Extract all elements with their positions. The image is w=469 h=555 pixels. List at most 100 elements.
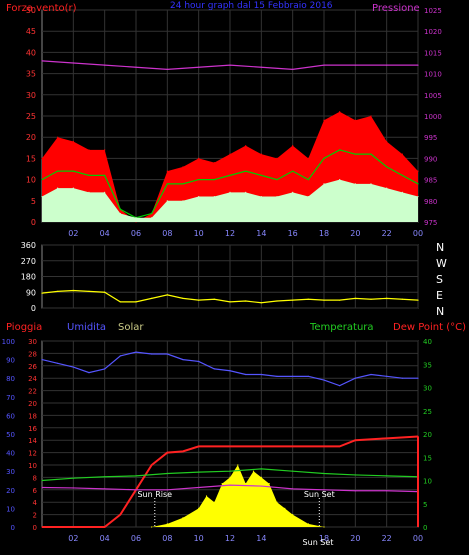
series-pioggia-point [104,526,106,528]
series-velocita-point [119,212,121,215]
x-tick-label: 02 [68,534,78,543]
series-media-point [151,212,153,215]
series-umidita-point [354,377,356,379]
series-solar-point [182,517,184,519]
series-temperatura-point [41,479,43,482]
y-humidity-tick-label: 0 [11,524,15,532]
y-tick-label: 0 [31,304,36,313]
series-media-point [213,179,215,181]
series-pressione-point [166,68,168,70]
series-media-point [88,174,90,176]
y-rain-tick-label: 26 [28,363,37,371]
series-media-point [41,179,43,181]
y-temp-tick-label: 0 [423,524,427,532]
compass-label: W [436,257,447,270]
series-velocita-point [72,187,74,189]
series-direzione-point [72,289,74,292]
series-direzione-point [119,301,121,303]
series-pioggia-point [339,445,341,447]
series-gust-point [72,140,74,143]
series-umidita-point [260,373,262,376]
x-tick-label: 22 [382,229,392,238]
compass-label: N [436,241,444,254]
series-pioggia-point [166,452,168,454]
series-velocita-point [88,191,90,193]
x-tick-label: 04 [100,229,110,238]
series-velocita-point [386,187,388,189]
series-velocita-point [307,195,309,198]
series-pressione-point [72,62,74,64]
series-temperatura-point [166,472,168,475]
x-tick-label: 08 [162,229,172,238]
y-right-tick-label: 1015 [424,49,442,57]
y-rain-tick-label: 24 [28,375,37,383]
series-direzione-point [213,298,215,300]
series-velocita-point [229,191,231,193]
series-media-point [323,157,325,159]
series-solar-point [260,476,262,478]
series-velocita-point [417,195,419,198]
series-direzione-point [229,301,231,303]
series-dewpoint-point [135,489,137,491]
series-umidita-point [245,373,247,376]
x-tick-label: 08 [162,534,172,543]
y-humidity-tick-label: 30 [6,468,15,476]
x-tick-label: 02 [68,229,78,238]
series-velocita-point [245,191,247,193]
series-pioggia-point [260,445,262,447]
x-tick-label: 06 [131,229,141,238]
y-rain-tick-label: 8 [33,474,37,482]
series-pioggia-point [386,437,388,439]
series-direzione-point [245,300,247,302]
label-umidita: Umidita [67,322,106,333]
y-rain-tick-label: 28 [28,350,37,358]
series-direzione-point [370,298,372,300]
bottom-sunset-label: Sun Set [303,538,334,547]
series-gust-point [339,111,341,113]
series-media-point [276,179,278,181]
series-direzione-point [41,292,43,294]
y-rain-tick-label: 16 [28,425,37,433]
series-direzione-point [417,299,419,301]
y-humidity-tick-label: 50 [6,431,15,439]
series-media-point [57,170,59,172]
series-solar-point [323,526,325,528]
series-solar-point [221,483,223,485]
y-tick-label: 180 [21,273,36,282]
series-media-point [354,153,356,155]
label-pioggia: Pioggia [6,322,42,333]
series-pioggia-point [354,439,356,441]
series-velocita-point [370,183,372,185]
y-temp-tick-label: 10 [423,478,432,486]
series-solar-point [268,483,270,485]
y-tick-label: 90 [26,288,36,297]
series-dewpoint-point [323,489,325,491]
series-direzione-point [57,290,59,292]
series-direzione-point [354,297,356,299]
y-rain-tick-label: 12 [28,450,37,458]
series-gust-point [417,170,419,172]
series-media-point [401,174,403,176]
series-direzione-point [401,298,403,300]
series-pressione-point [229,64,231,66]
x-tick-label: 16 [288,229,298,238]
series-pressione-point [104,64,106,66]
x-tick-label: 12 [225,229,235,238]
series-velocita-point [57,187,59,189]
series-dewpoint-point [229,484,231,486]
series-solar-point [229,476,231,478]
series-temperatura-point [323,472,325,475]
y-left-tick-label: 45 [26,27,36,36]
y-temp-tick-label: 35 [423,361,432,369]
series-velocita-point [104,191,106,193]
series-dewpoint-point [386,490,388,492]
series-pioggia-point [119,514,121,516]
series-media-point [198,179,200,181]
series-umidita-point [151,353,153,355]
annotation-label: Sun Rise [137,490,172,499]
series-gust-point [292,145,294,147]
series-media-point [307,179,309,181]
series-solar-point [252,470,255,472]
annotation-label: Sun Set [304,490,335,499]
x-tick-label: 12 [225,534,235,543]
